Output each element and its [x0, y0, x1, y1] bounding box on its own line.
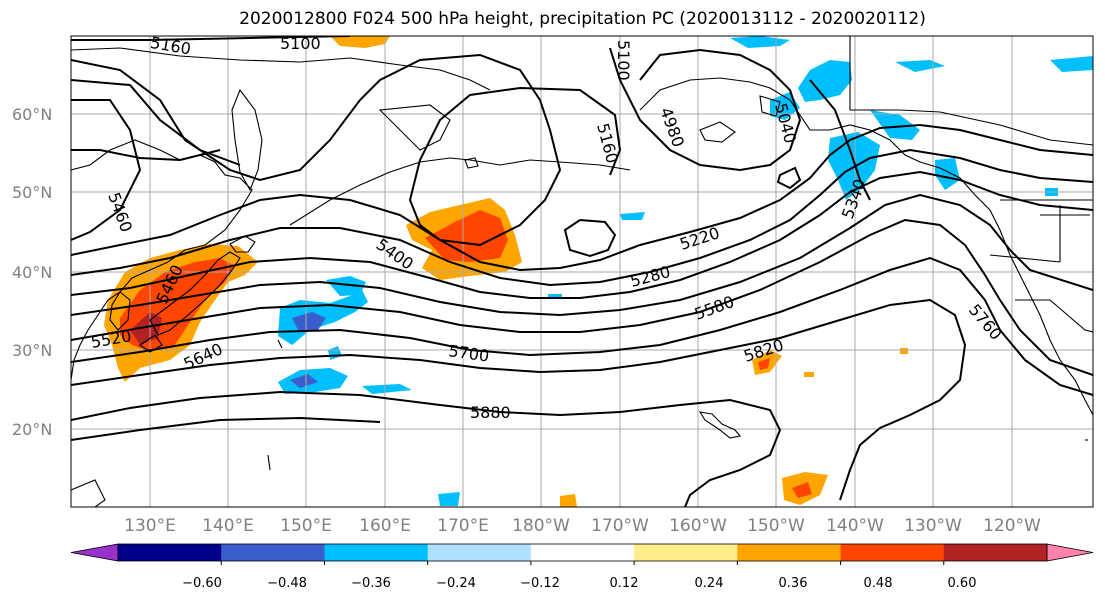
graticule	[71, 36, 1093, 507]
lon-label: 150°E	[280, 516, 332, 536]
colorbar-tick-label: −0.24	[436, 576, 476, 591]
contour-label: 5100	[280, 34, 321, 53]
lon-label: 140°E	[202, 516, 254, 536]
colorbar-segment	[221, 544, 325, 561]
map-title: 2020012800 F024 500 hPa height, precipit…	[239, 9, 926, 29]
lon-label: 130°E	[124, 516, 176, 536]
colorbar-right-extension	[1046, 543, 1094, 562]
lon-label: 160°E	[359, 516, 411, 536]
latitude-labels: 60°N 50°N 40°N 30°N 20°N	[12, 105, 52, 439]
colorbar-tick-label: 0.12	[610, 576, 639, 591]
contour-label: 5100	[614, 40, 633, 81]
colorbar-segment	[324, 544, 429, 561]
map-frame	[70, 35, 1094, 508]
lat-label: 20°N	[12, 420, 52, 439]
colorbar-segment	[118, 544, 222, 561]
lat-label: 30°N	[12, 341, 52, 360]
contour-label: 5880	[470, 403, 511, 422]
lat-label: 40°N	[12, 263, 52, 282]
lon-label: 120°W	[983, 516, 1041, 536]
coastlines	[71, 36, 1093, 507]
colorbar-segment	[737, 544, 842, 561]
colorbar-tick-label: 0.60	[948, 576, 977, 591]
colorbar-segment	[634, 544, 738, 561]
lat-label: 50°N	[12, 183, 52, 202]
colorbar-segment	[427, 544, 532, 561]
lon-label: 150°W	[747, 516, 805, 536]
colorbar-tick-label: 0.24	[695, 576, 724, 591]
colorbar-tick-label: 0.48	[864, 576, 893, 591]
longitude-labels: 130°E 140°E 150°E 160°E 170°E 180°W 170°…	[124, 516, 1041, 536]
lon-label: 160°W	[669, 516, 727, 536]
lon-label: 170°E	[437, 516, 489, 536]
colorbar-tick-label: 0.36	[779, 576, 808, 591]
lon-label: 140°W	[826, 516, 884, 536]
colorbar-tick-label: −0.36	[351, 576, 391, 591]
colorbar-segment	[840, 544, 945, 561]
height-contours	[71, 36, 1093, 507]
colorbar-tick-label: −0.48	[267, 576, 307, 591]
colorbar-outline	[117, 543, 1048, 562]
lon-label: 170°W	[591, 516, 649, 536]
colorbar-segment	[530, 544, 635, 561]
colorbar	[70, 543, 1094, 565]
colorbar-tick-label: −0.60	[182, 576, 222, 591]
colorbar-left-extension	[70, 543, 119, 562]
lat-label: 60°N	[12, 105, 52, 124]
colorbar-tick-label: −0.12	[520, 576, 560, 591]
lon-label: 180°W	[512, 516, 570, 536]
contour-label: 5160	[149, 33, 192, 59]
colorbar-segment	[943, 544, 1048, 561]
lon-label: 130°W	[904, 516, 962, 536]
colorbar-ticks: −0.60 −0.48 −0.36 −0.24 −0.12 0.12 0.24 …	[182, 576, 976, 591]
